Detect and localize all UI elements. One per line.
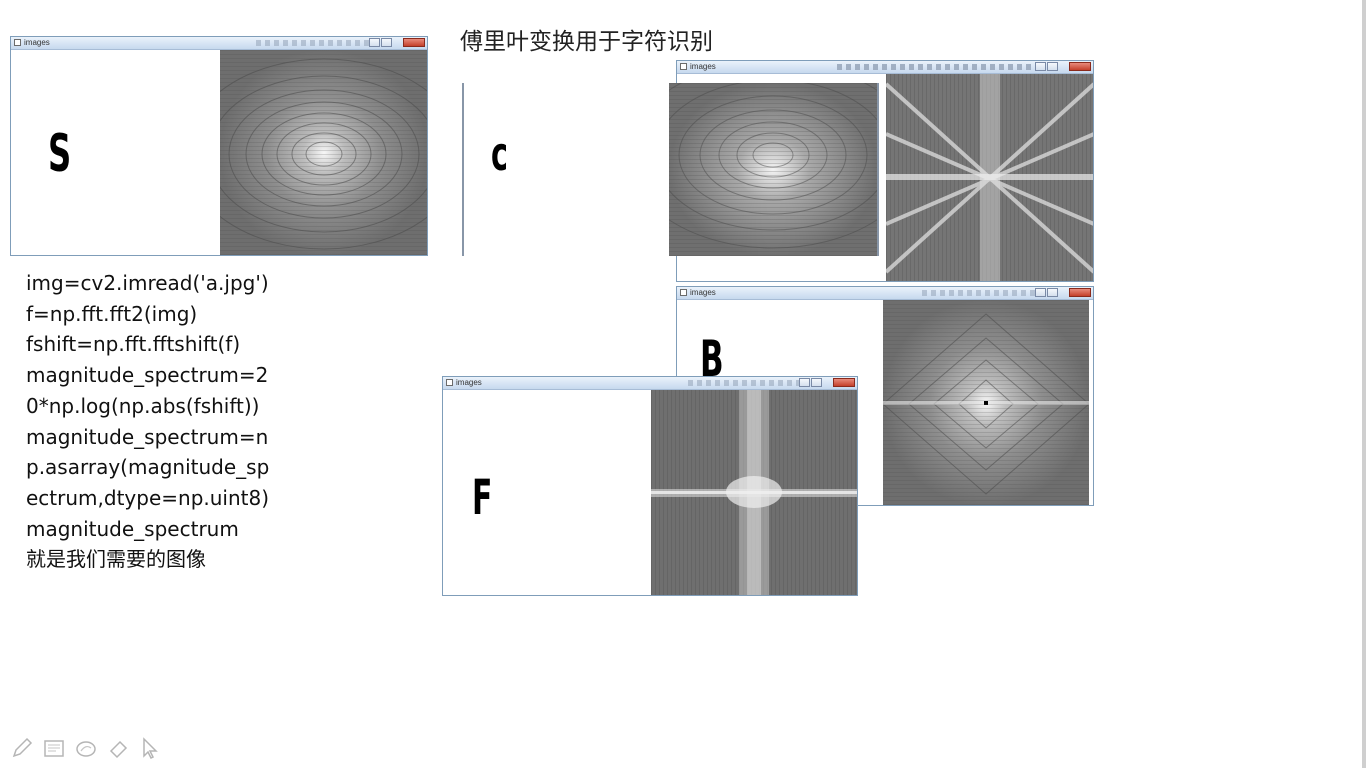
window-titlebar[interactable]: images	[11, 37, 427, 50]
image-window-s: images S	[10, 36, 428, 256]
maximize-button[interactable]	[381, 38, 392, 47]
letter-glyph: F	[472, 470, 493, 526]
minimize-button[interactable]	[1035, 62, 1046, 71]
spectrum-image-cross	[886, 74, 1093, 281]
close-button[interactable]	[1069, 288, 1091, 297]
letter-image-f: F	[444, 390, 651, 595]
code-line: magnitude_spectrum=20*np.log(np.abs(fshi…	[26, 363, 269, 418]
spectrum-image-c	[669, 83, 877, 256]
image-right-border	[877, 83, 879, 256]
maximize-button[interactable]	[811, 378, 822, 387]
pointer-icon[interactable]	[138, 736, 162, 760]
close-button[interactable]	[1069, 62, 1091, 71]
letter-glyph: S	[48, 124, 72, 184]
close-button[interactable]	[833, 378, 855, 387]
spectrum-image-b	[883, 300, 1089, 505]
titlebar-blur	[922, 290, 1042, 296]
titlebar-blur	[837, 64, 1037, 70]
code-line: magnitude_spectrum=np.asarray(magnitude_…	[26, 424, 270, 510]
window-titlebar[interactable]: images	[677, 287, 1093, 300]
letter-image-c: c	[465, 83, 645, 256]
code-line: magnitude_spectrum	[26, 516, 239, 541]
window-title: images	[690, 62, 716, 71]
window-title: images	[690, 288, 716, 297]
image-window-f: images F	[442, 376, 858, 596]
pen-icon[interactable]	[10, 736, 34, 760]
minimize-button[interactable]	[369, 38, 380, 47]
letter-image-s: S	[12, 50, 220, 255]
spectrum-image-f	[651, 390, 857, 595]
code-caption: 就是我们需要的图像	[26, 547, 206, 572]
slide-right-edge	[1362, 0, 1366, 768]
window-title: images	[456, 378, 482, 387]
maximize-button[interactable]	[1047, 62, 1058, 71]
code-text: img=cv2.imread('a.jpg') f=np.fft.fft2(im…	[26, 268, 271, 575]
image-left-border	[462, 83, 464, 256]
ink-icon[interactable]	[74, 736, 98, 760]
minimize-button[interactable]	[1035, 288, 1046, 297]
text-box-icon[interactable]	[42, 736, 66, 760]
window-titlebar[interactable]: images	[677, 61, 1093, 74]
letter-glyph: B	[700, 330, 724, 388]
letter-glyph: c	[491, 127, 508, 181]
slide-title: 傅里叶变换用于字符识别	[460, 29, 713, 55]
spectrum-image-s	[220, 50, 427, 255]
code-line: fshift=np.fft.fftshift(f)	[26, 332, 241, 357]
window-app-icon	[680, 289, 687, 296]
minimize-button[interactable]	[799, 378, 810, 387]
eraser-icon[interactable]	[106, 736, 130, 760]
titlebar-blur	[256, 40, 376, 46]
maximize-button[interactable]	[1047, 288, 1058, 297]
code-line: img=cv2.imread('a.jpg')	[26, 271, 269, 295]
window-title: images	[24, 38, 50, 47]
window-app-icon	[680, 63, 687, 70]
window-app-icon	[446, 379, 453, 386]
close-button[interactable]	[403, 38, 425, 47]
window-app-icon	[14, 39, 21, 46]
window-titlebar[interactable]: images	[443, 377, 857, 390]
titlebar-blur	[688, 380, 808, 386]
code-line: f=np.fft.fft2(img)	[26, 301, 198, 326]
